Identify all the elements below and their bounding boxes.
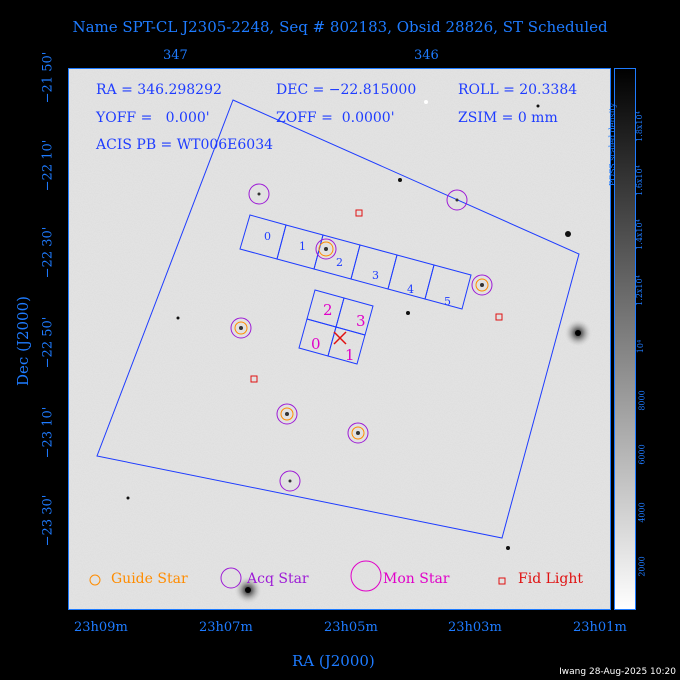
y-axis-label: Dec (J2000) [13,296,32,386]
chip-label: 5 [444,295,451,308]
y-axis-tick: −21 50' [40,51,56,104]
y-axis-tick: −22 10' [40,139,56,192]
aimpoint-marker [333,331,347,345]
acis-readout: ACIS PB = WT006E6034 [96,137,274,153]
x-axis-tick: 23h07m [199,620,253,635]
star [506,546,510,550]
legend-mon-icon [350,560,382,592]
legend-guide-label: Guide Star [111,571,188,587]
star [565,231,571,237]
fov-outline [96,99,580,539]
star [126,496,130,500]
colorbar [614,68,636,610]
star [536,104,540,108]
chip-label: 0 [264,230,271,243]
colorbar-tick: 1.2x10⁴ [634,275,644,306]
center-chip-label: 0 [311,335,321,353]
x-axis-tick: 23h09m [74,620,128,635]
x-axis-label: RA (J2000) [292,652,375,670]
guide-stars [234,241,489,440]
colorbar-tick: 6000 [637,444,647,465]
plot-frame [68,68,611,610]
chip-label: 3 [372,269,379,282]
zsim-readout: ZSIM = 0 mm [458,110,558,126]
x-axis-tick: 23h05m [324,620,378,635]
top-axis-tick: 346 [414,48,439,63]
acq-stars [230,183,493,492]
star [176,316,180,320]
colorbar-tick: 8000 [637,390,647,411]
roll-readout: ROLL = 20.3384 [458,82,578,98]
center-chip-label: 1 [345,346,355,364]
y-axis-tick: −22 50' [40,316,56,369]
legend-mon-label: Mon Star [383,571,450,587]
colorbar-tick: 1.6x10⁴ [634,165,644,196]
chip-label: 2 [336,256,343,269]
zoff-readout: ZOFF = 0.0000' [276,110,395,126]
bright-star-core [575,330,581,336]
bright-star-core [245,587,251,593]
colorbar-tick: 1.4x10⁴ [634,219,644,250]
colorbar-tick: 4000 [637,502,647,523]
chip-label: 1 [299,240,306,253]
plot-title: Name SPT-CL J2305-2248, Seq # 802183, Ob… [72,18,608,36]
legend-acq-icon [220,567,242,589]
y-axis-tick: −23 10' [40,406,56,459]
legend-fid-icon [498,577,506,585]
yoff-readout: YOFF = 0.000' [96,110,210,126]
center-chip-label: 2 [323,301,333,319]
sky-image[interactable]: 0 1 2 3 4 5 2 3 0 1 [68,68,611,610]
timestamp-footer: Iwang 28-Aug-2025 10:20 [559,667,676,677]
star [398,178,402,182]
colorbar-tick: 10⁴ [636,339,646,354]
y-axis-tick: −23 30' [40,494,56,547]
fid-lights [250,209,503,383]
legend-fid-label: Fid Light [518,571,583,587]
ra-readout: RA = 346.298292 [96,82,222,98]
colorbar-label: POSS scaled density [608,102,617,186]
star [424,100,428,104]
center-chip-label: 3 [356,312,366,330]
colorbar-tick: 1.8x10⁴ [634,111,644,142]
acis-chip-center [298,289,374,365]
star [406,311,410,315]
top-axis-tick: 347 [163,48,188,63]
acis-chip-row [239,214,472,310]
legend-acq-label: Acq Star [247,571,309,587]
dec-readout: DEC = −22.815000 [276,82,417,98]
x-axis-tick: 23h03m [448,620,502,635]
legend-guide-icon [89,574,101,586]
y-axis-tick: −22 30' [40,226,56,279]
colorbar-tick: 2000 [637,556,647,577]
chip-label: 4 [407,283,414,296]
x-axis-tick: 23h01m [573,620,627,635]
acq-star-cores [239,192,484,483]
